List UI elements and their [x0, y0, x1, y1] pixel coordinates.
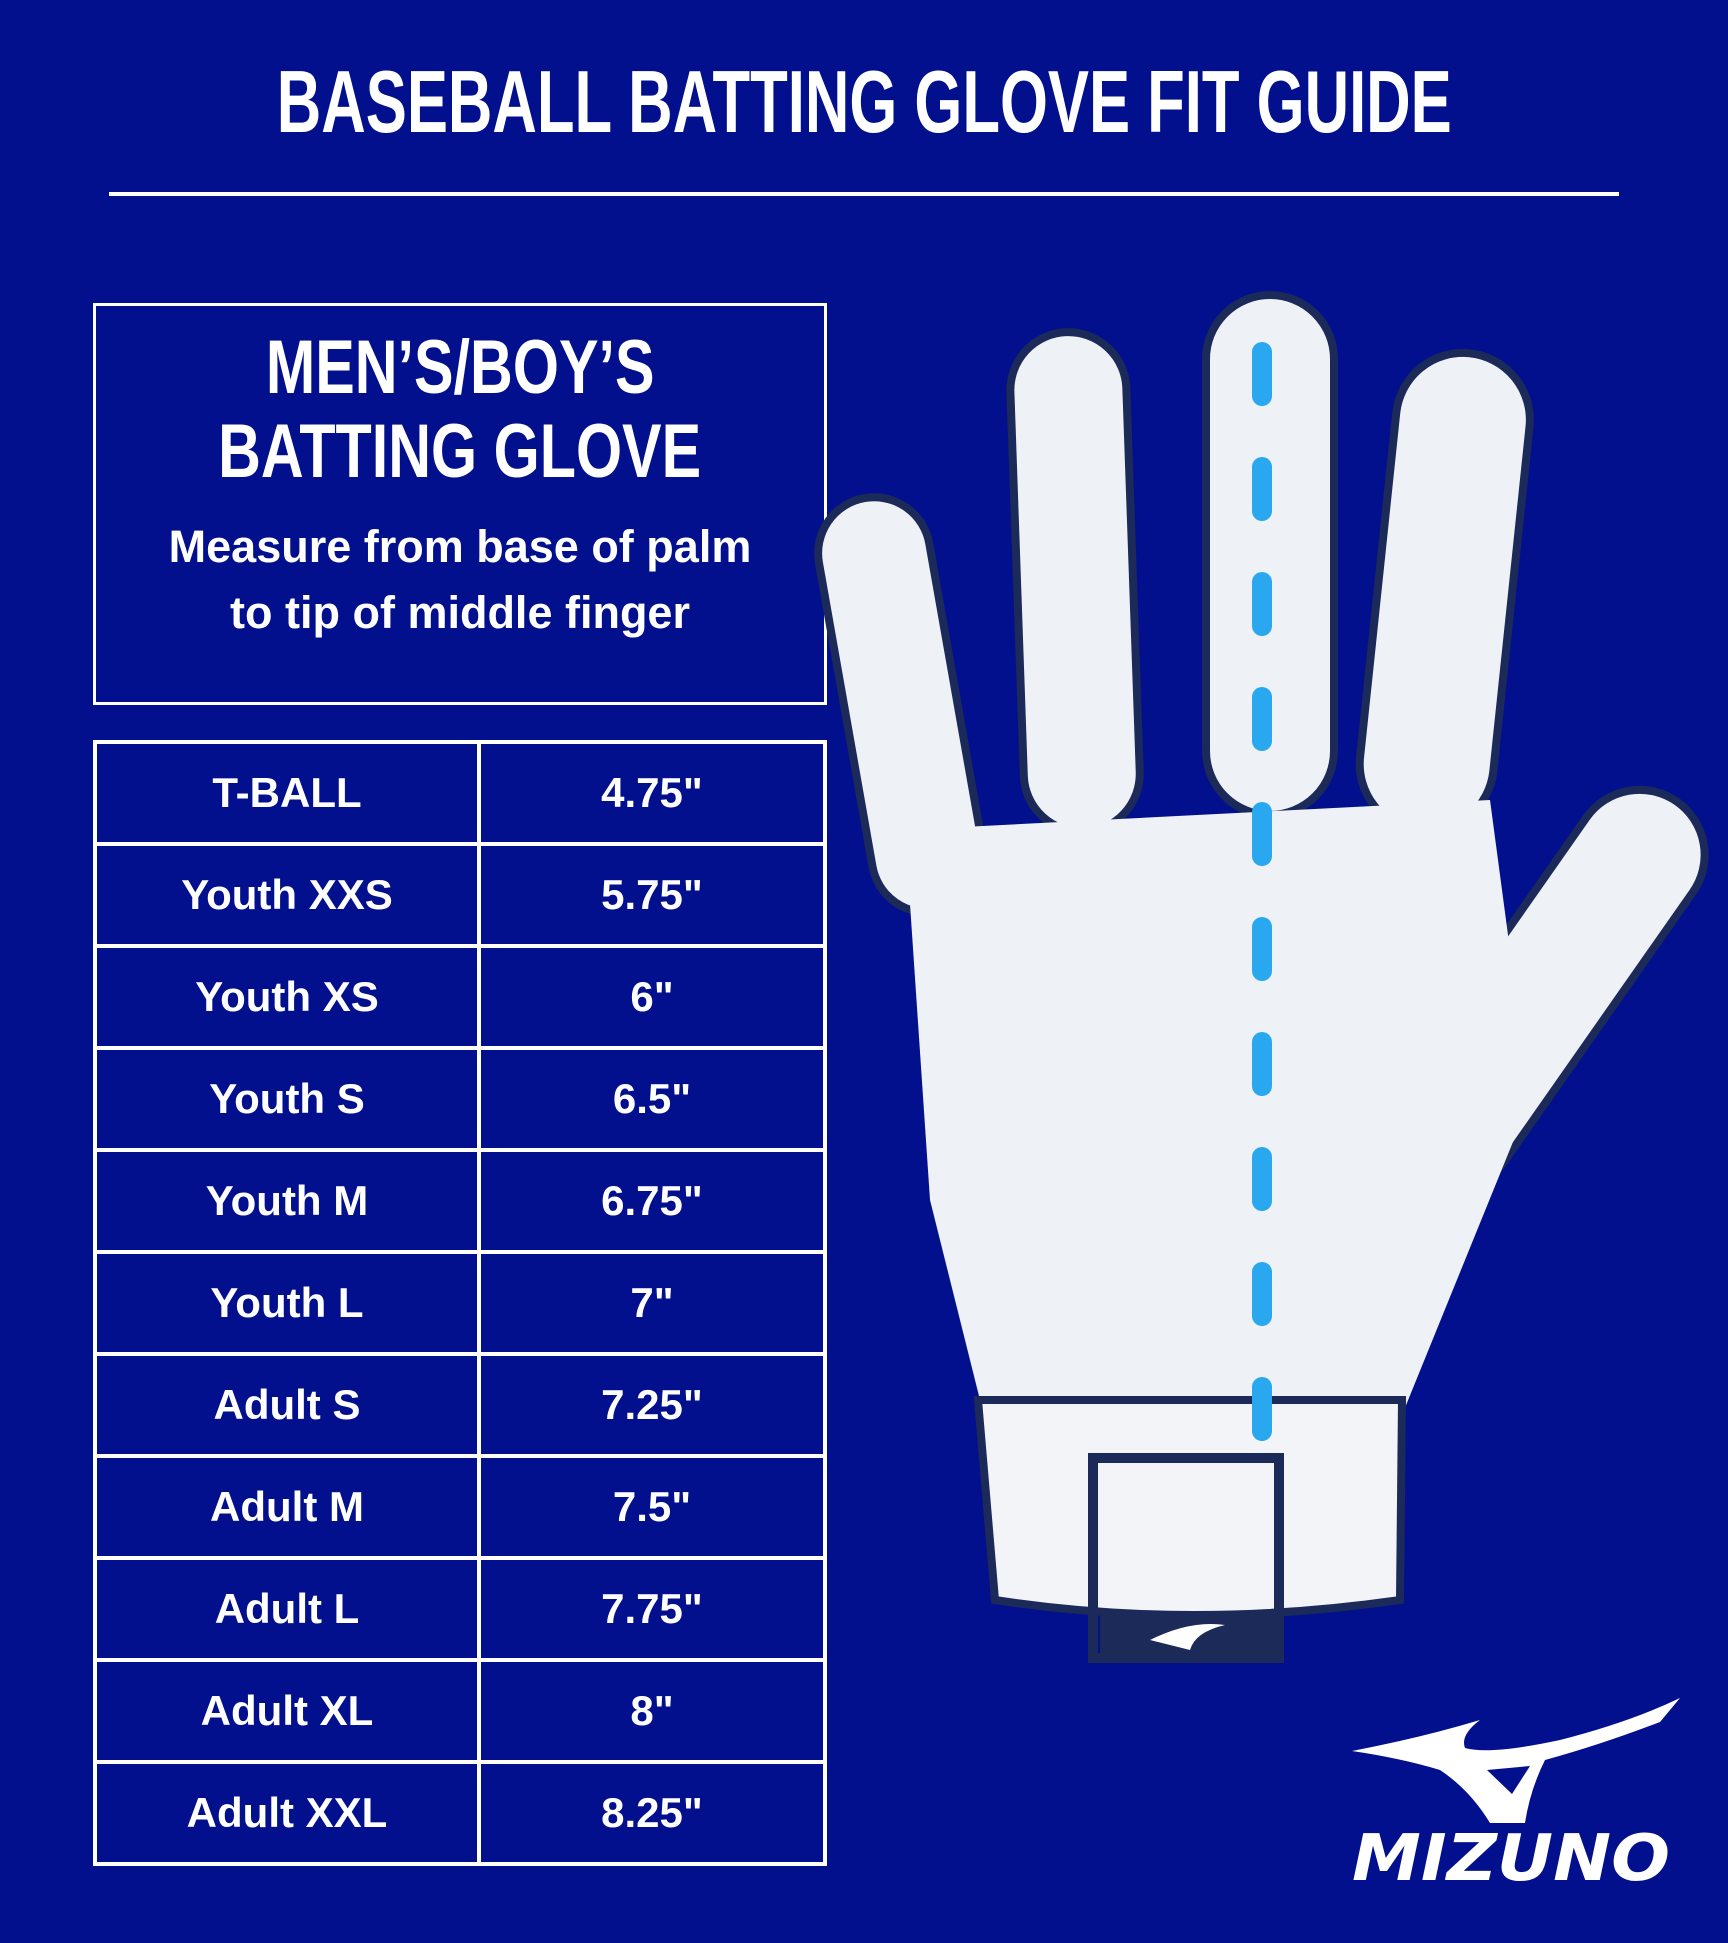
hand-length: 6.5"	[477, 1046, 827, 1152]
size-row: Youth M 6.75"	[93, 1148, 827, 1254]
hand-length: 8"	[477, 1658, 827, 1764]
hand-length: 5.75"	[477, 842, 827, 948]
size-row: Adult XXL 8.25"	[93, 1760, 827, 1866]
tab-logo-icon	[1150, 1624, 1225, 1650]
size-label: Youth M	[93, 1148, 481, 1254]
size-row: Adult M 7.5"	[93, 1454, 827, 1560]
hand-length: 7"	[477, 1250, 827, 1356]
size-label: Youth S	[93, 1046, 481, 1152]
size-label: Adult M	[93, 1454, 481, 1560]
info-heading-line1: MEN’S/BOY’S	[265, 325, 655, 410]
size-label: Adult L	[93, 1556, 481, 1662]
info-box: MEN’S/BOY’S BATTING GLOVE Measure from b…	[93, 303, 827, 705]
size-label: Adult S	[93, 1352, 481, 1458]
hand-length: 7.25"	[477, 1352, 827, 1458]
cuff	[973, 1396, 1407, 1619]
palm	[905, 800, 1530, 1420]
glove-icon	[814, 291, 1709, 1663]
size-label: Youth L	[93, 1250, 481, 1356]
size-row: Youth S 6.5"	[93, 1046, 827, 1152]
size-row: Youth XXS 5.75"	[93, 842, 827, 948]
size-row: T-BALL 4.75"	[93, 740, 827, 846]
runbird-icon	[1352, 1698, 1680, 1823]
size-label: Adult XXL	[93, 1760, 481, 1866]
size-row: Adult XL 8"	[93, 1658, 827, 1764]
size-row: Adult S 7.25"	[93, 1352, 827, 1458]
size-label: Youth XXS	[93, 842, 481, 948]
logo-wordmark: MIZUNO	[1352, 1822, 1670, 1896]
size-row: Adult L 7.75"	[93, 1556, 827, 1662]
hand-length: 6"	[477, 944, 827, 1050]
ring-finger	[1006, 328, 1144, 836]
hand-length: 7.75"	[477, 1556, 827, 1662]
size-row: Youth XS 6"	[93, 944, 827, 1050]
size-row: Youth L 7"	[93, 1250, 827, 1356]
size-label: Youth XS	[93, 944, 481, 1050]
size-table: T-BALL 4.75" Youth XXS 5.75" Youth XS 6" Youth…	[93, 740, 827, 1866]
measure-instruction: Measure from base of palm to tip of midd…	[168, 521, 752, 638]
mizuno-logo: MIZUNO	[1352, 1698, 1680, 1896]
hand-length: 4.75"	[477, 740, 827, 846]
page-title: BASEBALL BATTING GLOVE FIT GUIDE	[276, 52, 1452, 151]
index-finger	[1355, 348, 1534, 836]
size-label: T-BALL	[93, 740, 481, 846]
hand-length: 8.25"	[477, 1760, 827, 1866]
info-heading-line2: BATTING GLOVE	[218, 409, 702, 494]
title-divider	[109, 192, 1619, 196]
size-label: Adult XL	[93, 1658, 481, 1764]
hand-length: 7.5"	[477, 1454, 827, 1560]
hand-length: 6.75"	[477, 1148, 827, 1254]
